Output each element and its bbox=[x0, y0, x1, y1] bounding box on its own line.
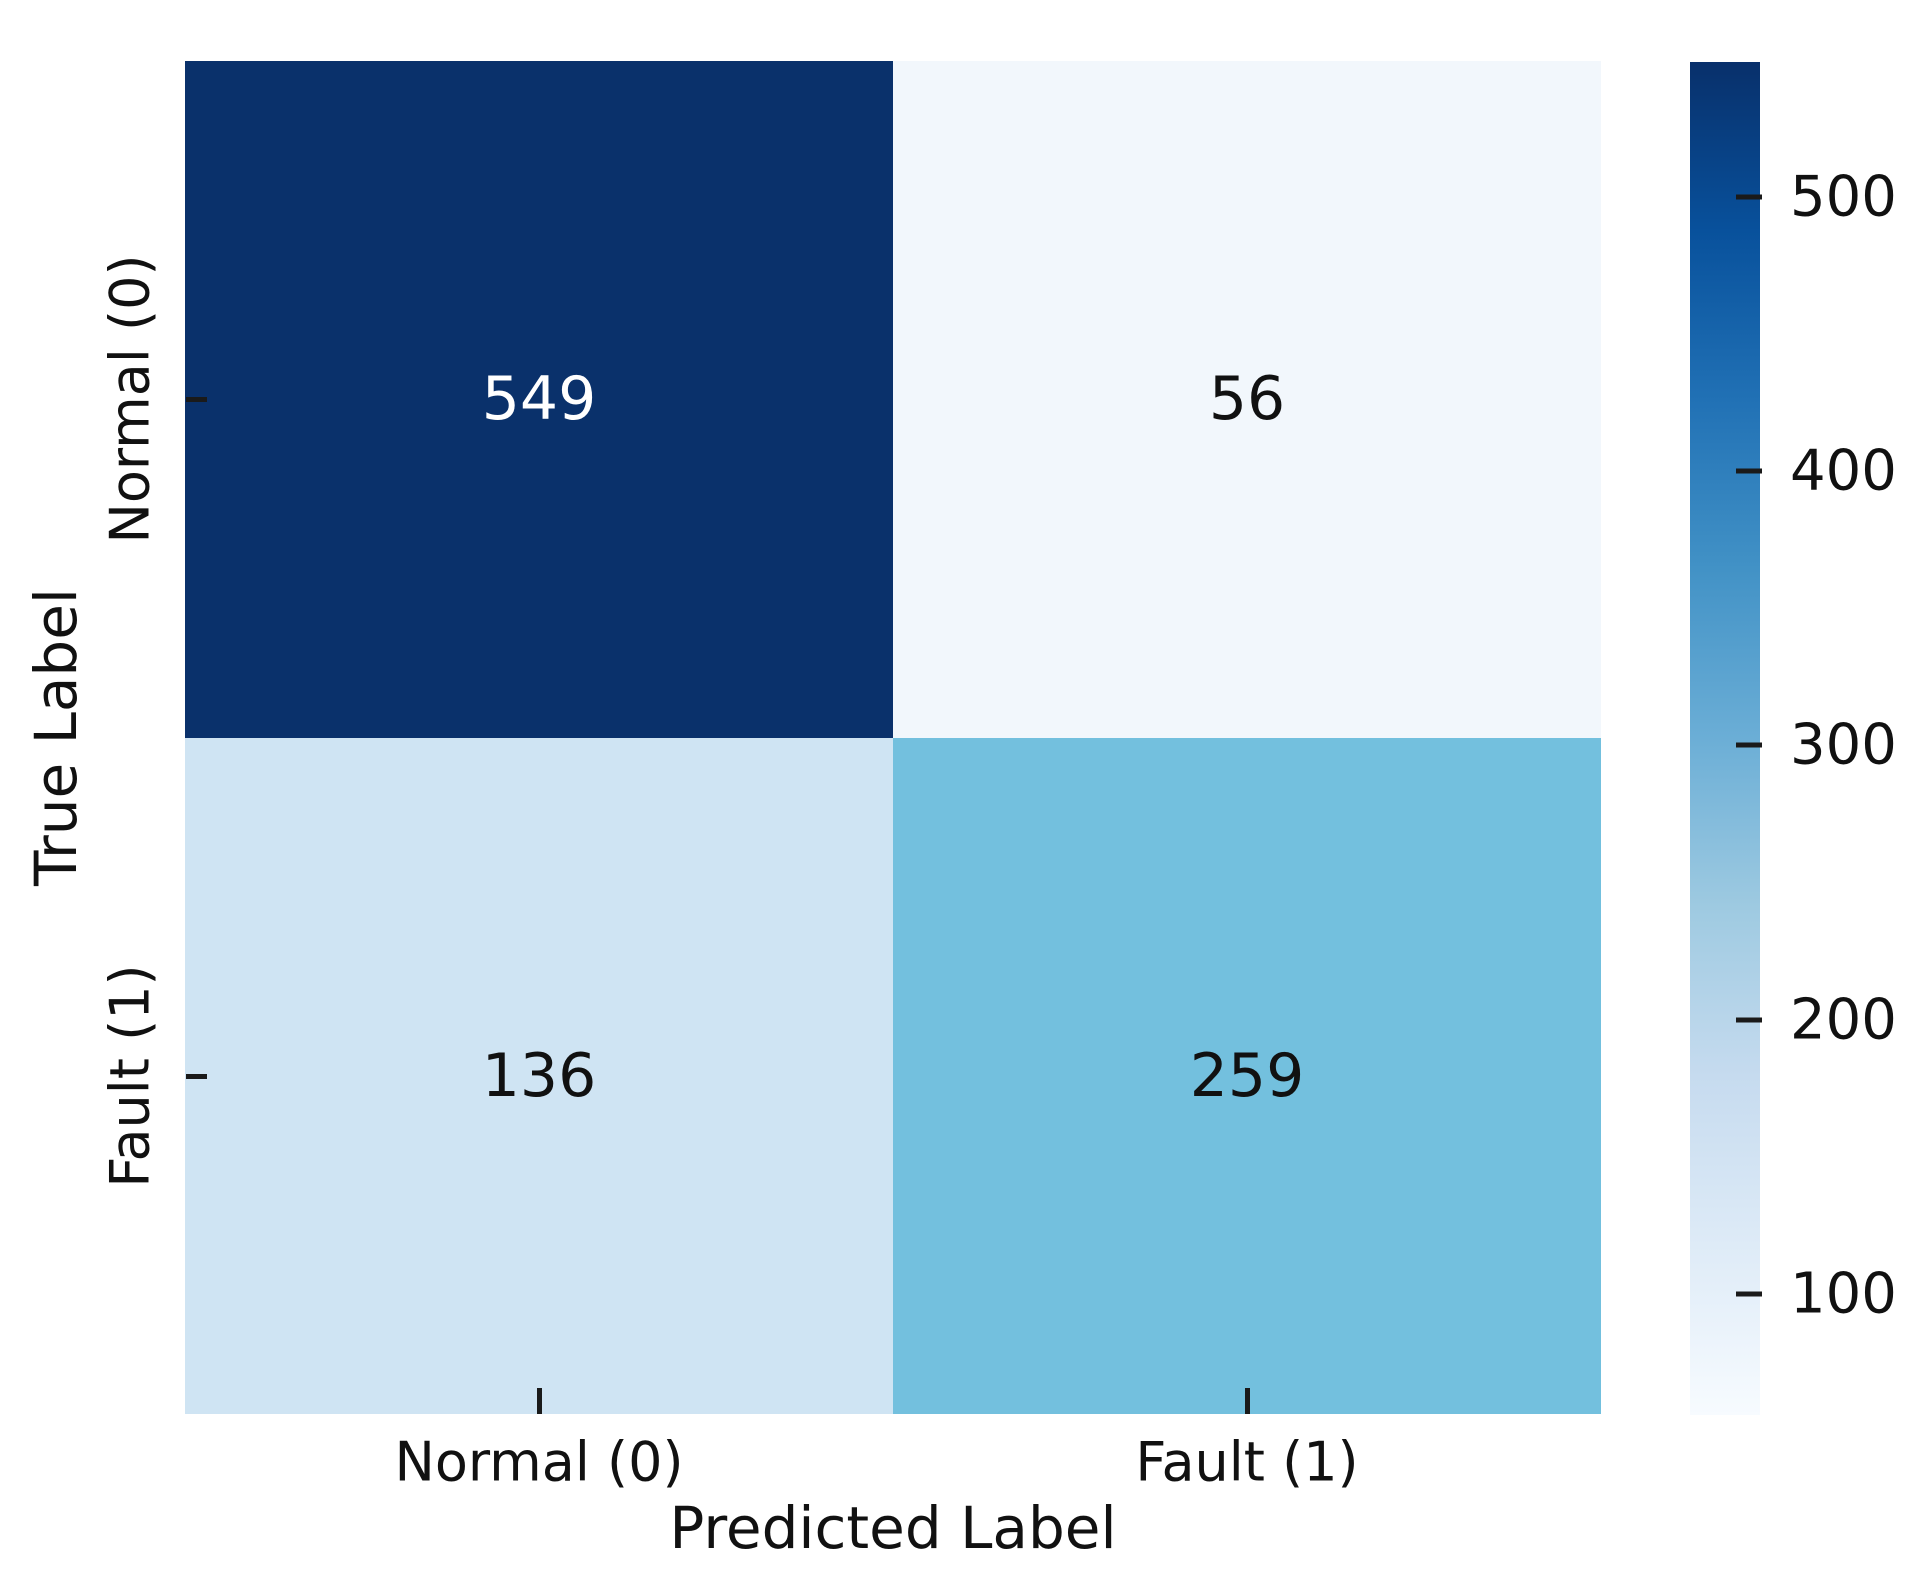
colorbar-tick bbox=[1736, 468, 1762, 474]
colorbar-tick bbox=[1736, 1291, 1762, 1297]
cell-value: 56 bbox=[1208, 364, 1286, 435]
colorbar-tick-label: 300 bbox=[1790, 712, 1897, 778]
x-axis-title: Predicted Label bbox=[669, 1494, 1117, 1562]
heatmap-grid: 549 56 136 259 bbox=[185, 61, 1601, 1414]
colorbar-tick-label: 100 bbox=[1790, 1261, 1897, 1327]
colorbar-tick-label: 200 bbox=[1790, 987, 1897, 1053]
colorbar-tick-label: 400 bbox=[1790, 438, 1897, 504]
y-axis-tick bbox=[186, 1074, 207, 1079]
x-axis-tick bbox=[1245, 1388, 1250, 1414]
colorbar bbox=[1690, 62, 1760, 1415]
y-tick-label-normal: Normal (0) bbox=[98, 254, 162, 544]
heatmap-cell-true-normal-pred-normal: 549 bbox=[185, 61, 893, 738]
x-tick-label-fault: Fault (1) bbox=[1135, 1430, 1359, 1494]
heatmap-cell-true-fault-pred-fault: 259 bbox=[893, 737, 1601, 1414]
colorbar-tick bbox=[1736, 1017, 1762, 1023]
heatmap-cell-true-normal-pred-fault: 56 bbox=[893, 61, 1601, 738]
cell-value: 136 bbox=[481, 1040, 597, 1111]
y-tick-label-fault: Fault (1) bbox=[98, 964, 162, 1188]
colorbar-tick bbox=[1736, 742, 1762, 748]
y-axis-tick bbox=[186, 397, 207, 402]
cell-value: 549 bbox=[481, 364, 597, 435]
x-axis-tick bbox=[537, 1388, 542, 1414]
colorbar-tick bbox=[1736, 194, 1762, 200]
cell-value: 259 bbox=[1189, 1040, 1305, 1111]
y-axis-title: True Label bbox=[22, 587, 90, 887]
colorbar-tick-label: 500 bbox=[1790, 164, 1897, 230]
x-tick-label-normal: Normal (0) bbox=[394, 1430, 684, 1494]
heatmap-cell-true-fault-pred-normal: 136 bbox=[185, 737, 893, 1414]
